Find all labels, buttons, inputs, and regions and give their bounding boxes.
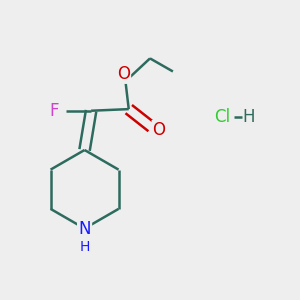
Text: F: F — [50, 102, 59, 120]
Text: N: N — [78, 220, 91, 238]
Text: O: O — [117, 65, 130, 83]
Text: Cl: Cl — [214, 108, 230, 126]
Text: H: H — [242, 108, 254, 126]
Text: O: O — [152, 121, 165, 139]
Text: H: H — [80, 239, 90, 254]
